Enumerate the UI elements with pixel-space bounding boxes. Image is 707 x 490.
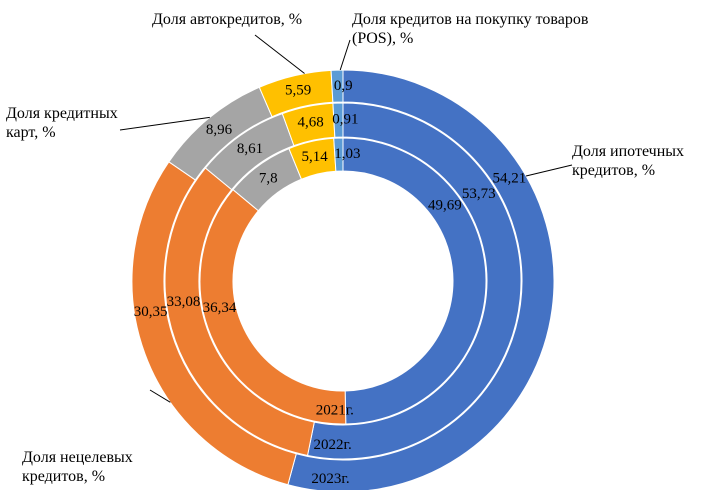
leader-line bbox=[119, 116, 210, 131]
data-label: 53,73 bbox=[462, 186, 496, 202]
leader-line bbox=[525, 164, 573, 177]
data-label: 8,96 bbox=[206, 122, 233, 138]
leader-line bbox=[149, 389, 171, 403]
category-label: Доля нецелевых кредитов, % bbox=[22, 449, 133, 485]
category-label: Доля кредитов на покупку товаров (POS), … bbox=[352, 11, 589, 47]
category-label: Доля автокредитов, % bbox=[152, 11, 303, 28]
data-label: 5,59 bbox=[285, 83, 311, 99]
wedge bbox=[333, 137, 344, 172]
category-label: Доля ипотечных кредитов, % bbox=[572, 143, 685, 179]
wedge bbox=[330, 69, 344, 103]
data-label: 8,61 bbox=[237, 141, 263, 157]
data-label: 36,34 bbox=[203, 300, 237, 316]
data-label: 0,91 bbox=[332, 112, 358, 128]
data-label: 4,68 bbox=[298, 115, 324, 131]
wedge bbox=[342, 137, 487, 425]
leader-line bbox=[339, 39, 351, 71]
data-label: 7,8 bbox=[259, 170, 278, 186]
wedge bbox=[332, 102, 344, 138]
leader-line bbox=[254, 34, 305, 74]
data-label: 30,35 bbox=[134, 304, 168, 320]
category-label: Доля кредитных карт, % bbox=[6, 105, 118, 141]
data-label: 0,9 bbox=[334, 78, 353, 94]
ring-label: 2022г. bbox=[314, 437, 352, 453]
ring-label: 2021г. bbox=[316, 403, 354, 419]
data-label: 1,03 bbox=[334, 146, 360, 162]
data-label: 54,21 bbox=[492, 171, 526, 187]
ring-label: 2023г. bbox=[311, 471, 349, 487]
data-label: 33,08 bbox=[167, 294, 201, 310]
wedge bbox=[287, 69, 555, 490]
data-label: 49,69 bbox=[428, 197, 462, 213]
data-label: 5,14 bbox=[302, 149, 329, 165]
wedge bbox=[306, 102, 522, 460]
